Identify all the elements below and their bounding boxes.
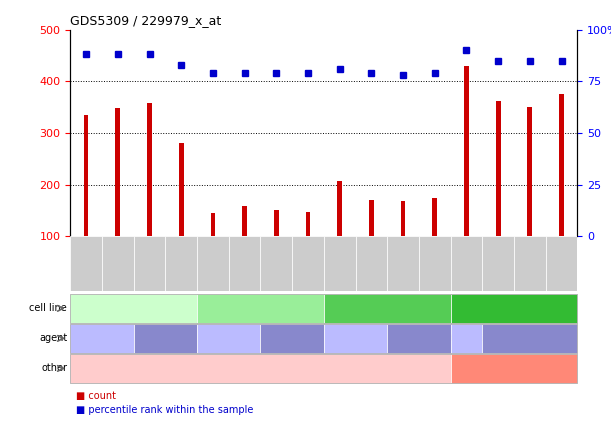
Text: sotrastaurin: sotrastaurin	[443, 334, 490, 343]
Text: GSM1044977: GSM1044977	[367, 239, 376, 291]
Bar	[496, 101, 500, 236]
FancyBboxPatch shape	[482, 236, 514, 291]
FancyBboxPatch shape	[197, 236, 229, 291]
FancyBboxPatch shape	[419, 236, 451, 291]
FancyBboxPatch shape	[70, 236, 102, 291]
Text: sotrastaurin
n: sotrastaurin n	[205, 329, 252, 348]
Bar	[337, 181, 342, 236]
Text: cell line: cell line	[29, 303, 67, 313]
Bar	[242, 206, 247, 236]
Bar	[147, 103, 152, 236]
Text: GSM1044974: GSM1044974	[398, 239, 408, 291]
FancyBboxPatch shape	[324, 236, 356, 291]
Bar	[274, 209, 279, 236]
Text: agent: agent	[39, 333, 67, 343]
Text: GSM1044981: GSM1044981	[494, 239, 503, 290]
Text: GSM1044976: GSM1044976	[430, 239, 439, 291]
Text: GSM1044973: GSM1044973	[240, 239, 249, 291]
FancyBboxPatch shape	[387, 236, 419, 291]
Text: GDS5309 / 229979_x_at: GDS5309 / 229979_x_at	[70, 14, 222, 27]
FancyBboxPatch shape	[260, 236, 292, 291]
Bar	[433, 198, 437, 236]
FancyBboxPatch shape	[292, 236, 324, 291]
FancyBboxPatch shape	[134, 236, 166, 291]
Bar	[559, 94, 564, 236]
Text: control: control	[279, 334, 306, 343]
Bar	[115, 108, 120, 236]
Bar	[527, 107, 532, 236]
FancyBboxPatch shape	[514, 236, 546, 291]
FancyBboxPatch shape	[229, 236, 260, 291]
Bar	[179, 143, 183, 236]
Text: Z138: Z138	[378, 304, 397, 313]
FancyBboxPatch shape	[356, 236, 387, 291]
Bar	[211, 213, 215, 236]
Text: control: control	[152, 334, 179, 343]
Text: sotrastaurin-sensitive: sotrastaurin-sensitive	[219, 364, 302, 373]
Text: Jeko-1: Jeko-1	[122, 304, 145, 313]
Bar	[369, 200, 374, 236]
Text: GSM1044966: GSM1044966	[145, 239, 154, 291]
Text: control: control	[406, 334, 433, 343]
Bar	[84, 115, 89, 236]
FancyBboxPatch shape	[451, 236, 482, 291]
Text: GSM1044975: GSM1044975	[335, 239, 344, 291]
Text: GSM1044979: GSM1044979	[462, 239, 471, 291]
Text: Mino: Mino	[251, 304, 269, 313]
Text: ■ percentile rank within the sample: ■ percentile rank within the sample	[76, 405, 254, 415]
Bar	[401, 201, 406, 236]
Text: sotrastaurin
n: sotrastaurin n	[79, 329, 125, 348]
Bar	[306, 212, 310, 236]
Bar	[464, 66, 469, 236]
FancyBboxPatch shape	[546, 236, 577, 291]
Text: sotrastaurin-insensitive: sotrastaurin-insensitive	[469, 364, 560, 373]
Text: GSM1044970: GSM1044970	[272, 239, 281, 291]
Text: GSM1044967: GSM1044967	[82, 239, 90, 291]
Text: GSM1044980: GSM1044980	[557, 239, 566, 290]
Text: GSM1044969: GSM1044969	[113, 239, 122, 291]
Text: GSM1044968: GSM1044968	[177, 239, 186, 290]
Text: GSM1044971: GSM1044971	[208, 239, 218, 290]
Text: sotrastaurin
n: sotrastaurin n	[332, 329, 379, 348]
Text: other: other	[41, 363, 67, 374]
FancyBboxPatch shape	[166, 236, 197, 291]
Text: control: control	[516, 334, 543, 343]
Text: Maver-1: Maver-1	[499, 304, 529, 313]
Text: GSM1044972: GSM1044972	[304, 239, 312, 290]
Text: GSM1044978: GSM1044978	[525, 239, 535, 290]
FancyBboxPatch shape	[102, 236, 134, 291]
Text: ■ count: ■ count	[76, 391, 116, 401]
